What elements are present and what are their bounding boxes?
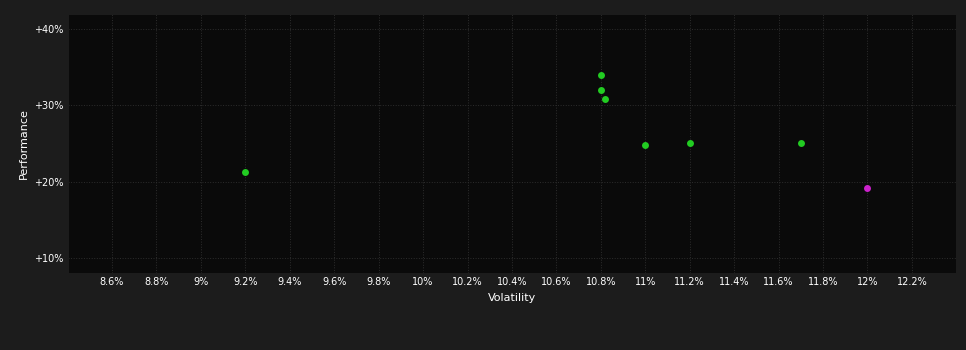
Point [860,185,875,190]
Point [593,88,609,93]
Point [793,141,809,146]
Point [682,141,697,146]
Y-axis label: Performance: Performance [18,108,28,179]
Point [238,170,253,175]
Point [638,142,653,148]
X-axis label: Volatility: Volatility [488,293,536,303]
Point [598,97,613,102]
Point [593,72,609,78]
